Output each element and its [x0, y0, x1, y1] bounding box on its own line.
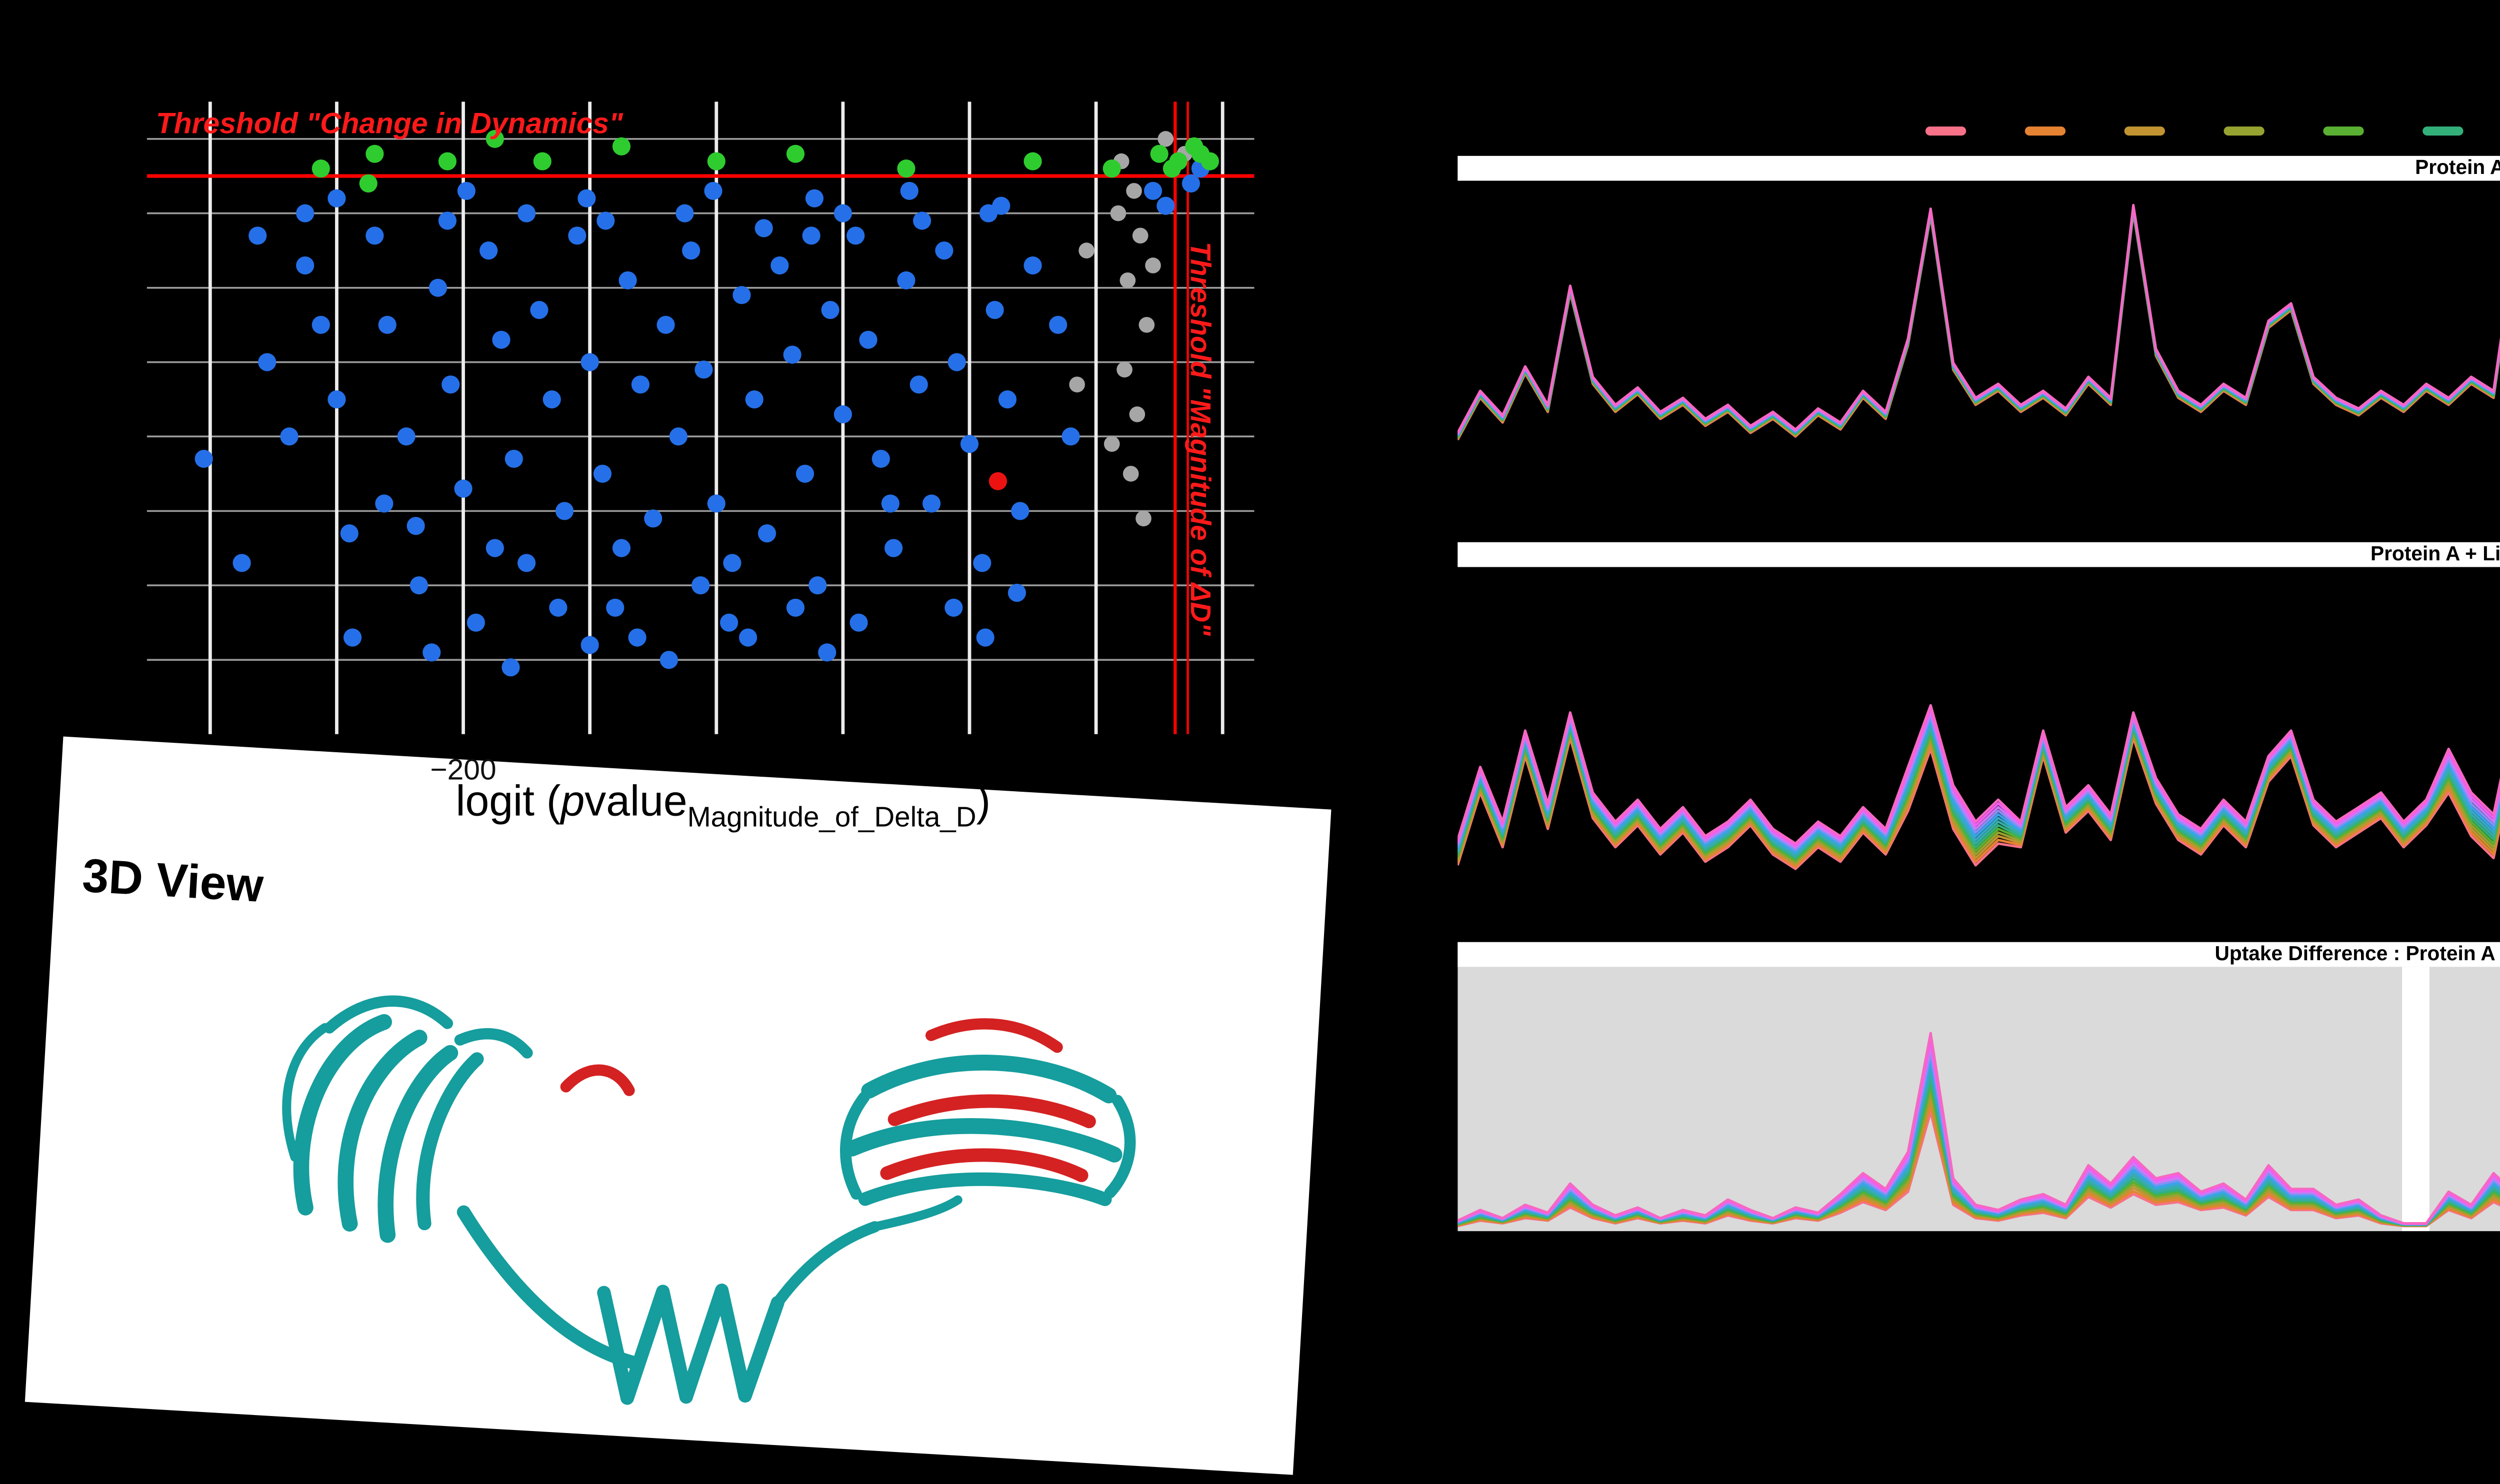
x-axis-label-suffix: ) [976, 779, 991, 827]
x-axis-label-italic-p: p [560, 779, 585, 827]
protein-structure-image [282, 995, 1136, 1405]
x-axis-label: logit (pvalueMagnitude_of_Delta_D) [238, 779, 1210, 833]
chart-title: Protein A + Ligand [2370, 542, 2500, 565]
x-axis-label-subscript: Magnitude_of_Delta_D [687, 801, 976, 833]
chart-title: Uptake Difference : Protein A - (Protein… [2214, 942, 2500, 965]
3d-view-panel: 3D View [24, 736, 1332, 1475]
legend-dash [2124, 126, 2165, 136]
x-axis-label-prefix: logit ( [456, 779, 561, 827]
uptake-lines-protein-a [1458, 203, 2500, 441]
volcano-plot-panel: Threshold "Change in Dynamics" Threshold… [146, 101, 1254, 833]
volcano-scatter-chart [146, 101, 1254, 734]
chart-title-bar: Uptake Difference : Protein A - (Protein… [1458, 942, 2500, 967]
x-axis-tick-label: −200 [430, 752, 496, 786]
legend-dash [2224, 126, 2264, 136]
legend-dash [2422, 126, 2464, 136]
uptake-difference-chart: Uptake Difference : Protein A - (Protein… [1458, 942, 2500, 1232]
chart-title-bar: Protein A [1458, 155, 2500, 181]
uptake-lines-protein-a-ligand [1458, 704, 2500, 870]
x-axis-label-main: value [584, 779, 688, 827]
legend-dash [1925, 126, 1966, 136]
legend-dash [2024, 126, 2066, 136]
figure-canvas: Threshold "Change in Dynamics" Threshold… [24, 101, 2500, 1475]
chart-title: Protein A [2415, 155, 2500, 179]
uptake-chart-protein-a: Protein A [1458, 155, 2500, 531]
chart-title-bar: Protein A + Ligand [1458, 542, 2500, 567]
threshold-change-in-dynamics-label: Threshold "Change in Dynamics" [156, 106, 623, 140]
timepoint-legend [1925, 126, 2500, 136]
legend-dash [2323, 126, 2364, 136]
uptake-difference-lines [1458, 967, 2500, 1232]
uptake-chart-protein-a-ligand: Protein A + Ligand [1458, 542, 2500, 931]
threshold-magnitude-label: Threshold "Magnitude of ΔD" [1184, 241, 1216, 636]
